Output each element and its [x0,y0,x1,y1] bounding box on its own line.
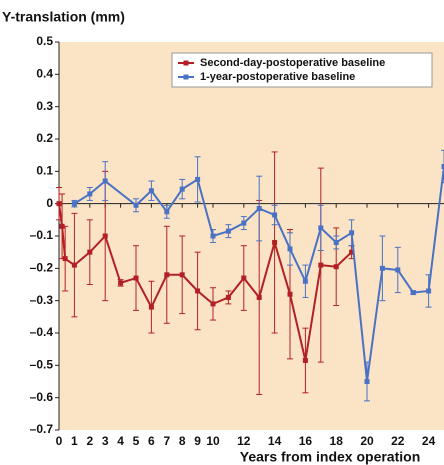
point [71,262,77,268]
point [195,176,201,182]
y-tick-label: –0.1 [30,228,54,242]
series-line [73,166,444,382]
point [133,275,139,281]
y-tick-label: 0.4 [36,67,53,81]
x-tick-label: 16 [299,434,313,448]
point [195,288,201,294]
point [148,188,154,194]
y-tick-label: 0.3 [36,99,53,113]
plot-area [59,42,444,430]
point [241,220,247,226]
point [71,201,77,207]
y-tick-label: 0.5 [36,34,53,48]
point [318,225,324,231]
y-tick-label: –0.4 [30,325,54,339]
x-tick-label: 14 [268,434,282,448]
point [333,264,339,270]
point [87,191,93,197]
x-tick-label: 8 [179,434,186,448]
point [349,249,355,255]
point [164,272,170,278]
point [410,290,416,296]
series-line [58,203,353,361]
x-tick-label: 2 [86,434,93,448]
x-axis-title: Years from index operation [240,449,421,465]
point [210,301,216,307]
point [225,294,231,300]
x-tick-label: 3 [102,434,109,448]
x-tick-label: 4 [117,434,124,448]
y-tick-label: 0.1 [36,164,53,178]
y-tick-label: –0.6 [30,390,54,404]
point [133,202,139,208]
y-tick-label: 0.2 [36,131,53,145]
x-tick-label: 5 [133,434,140,448]
point [256,206,262,212]
x-tick-label: 9 [194,434,201,448]
point [256,294,262,300]
point [287,291,293,297]
point [272,239,278,245]
point [426,288,432,294]
point [148,304,154,310]
point [56,201,62,207]
point [395,267,401,273]
point [59,223,65,229]
point [102,233,108,239]
point [302,278,308,284]
point [379,265,385,271]
x-tick-label: 6 [148,434,155,448]
point [272,212,278,218]
point [225,228,231,234]
x-tick-label: 12 [237,434,251,448]
y-tick-label: –0.5 [30,358,54,372]
point [87,249,93,255]
y-tick-label: –0.7 [30,422,54,436]
point [302,357,308,363]
point [62,256,68,262]
point [333,239,339,245]
x-tick-label: 7 [163,434,170,448]
point [441,163,444,169]
point [102,178,108,184]
legend-marker [183,60,189,66]
point [118,280,124,286]
y-tick-label: 0 [46,196,53,210]
point [349,230,355,236]
legend-label: Second-day-postoperative baseline [200,57,385,69]
point [179,272,185,278]
x-tick-label: 1 [71,434,78,448]
point [210,233,216,239]
legend-label: 1-year-postoperative baseline [200,71,355,83]
y-axis-title: Y-translation (mm) [2,9,125,25]
x-tick-label: 24 [422,434,436,448]
point [364,379,370,384]
legend-marker [183,74,189,80]
point [179,186,185,192]
x-tick-label: 22 [391,434,405,448]
x-tick-label: 10 [206,434,220,448]
x-tick-label: 0 [56,434,63,448]
point [287,246,293,252]
x-tick-label: 18 [330,434,344,448]
point [164,209,170,215]
point [318,262,324,268]
point [241,275,247,281]
y-tick-label: –0.3 [30,293,54,307]
y-tick-label: –0.2 [30,261,54,275]
legend-box [171,52,433,88]
x-tick-label: 20 [360,434,374,448]
